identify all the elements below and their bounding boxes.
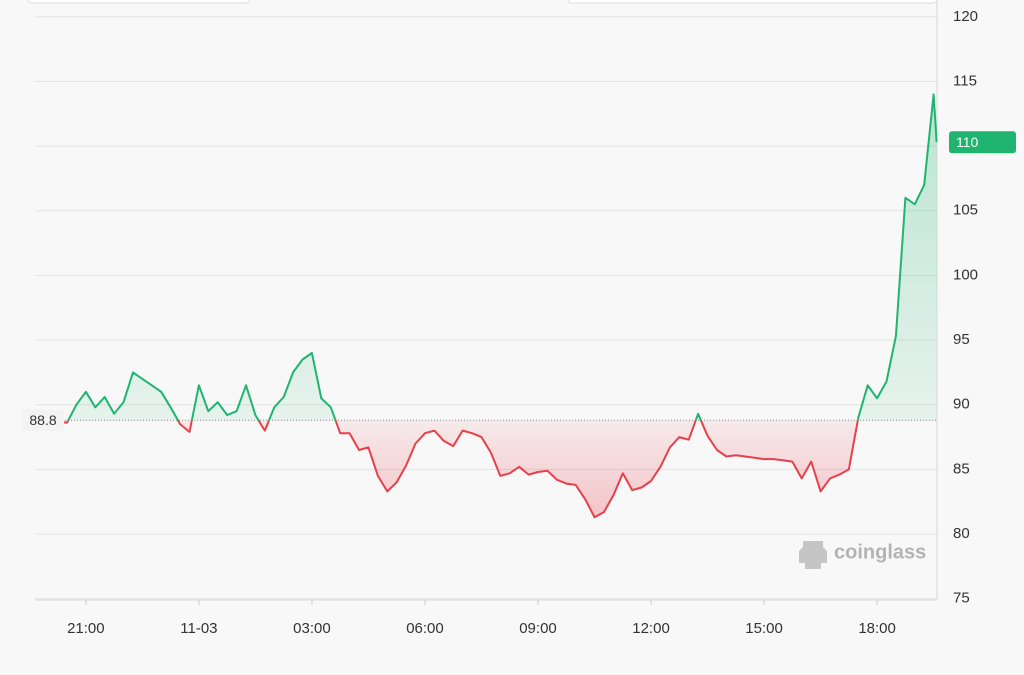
current-price-tag xyxy=(949,131,1016,154)
baseline-label: 88.8 xyxy=(29,412,56,428)
x-tick-label: 15:00 xyxy=(745,620,783,637)
y-tick-label: 95 xyxy=(953,331,970,348)
y-tick-label: 105 xyxy=(953,202,978,219)
y-tick-label: 90 xyxy=(953,396,970,413)
x-tick-label: 06:00 xyxy=(406,620,444,637)
top-panel xyxy=(567,0,938,4)
x-tick-label: 18:00 xyxy=(858,620,896,637)
x-tick-label: 03:00 xyxy=(293,620,331,637)
price-line xyxy=(38,93,938,519)
y-tick-label: 100 xyxy=(953,266,978,283)
y-tick-label: 85 xyxy=(953,460,970,477)
y-tick-label: 80 xyxy=(953,525,970,542)
watermark-text: coinglass xyxy=(834,541,926,563)
baseline-tag xyxy=(22,409,64,432)
x-tick-label: 21:00 xyxy=(67,620,105,637)
y-tick-label: 120 xyxy=(953,8,978,25)
x-tick-label: 11-03 xyxy=(180,620,217,637)
top-panel xyxy=(27,0,251,4)
watermark xyxy=(799,541,827,569)
area xyxy=(38,94,937,518)
y-tick-label: 115 xyxy=(953,72,977,89)
y-tick-label: 75 xyxy=(953,590,970,607)
x-tick-label: 09:00 xyxy=(519,620,557,637)
x-tick-label: 12:00 xyxy=(632,620,670,637)
current-price-label: 110 xyxy=(956,134,979,150)
